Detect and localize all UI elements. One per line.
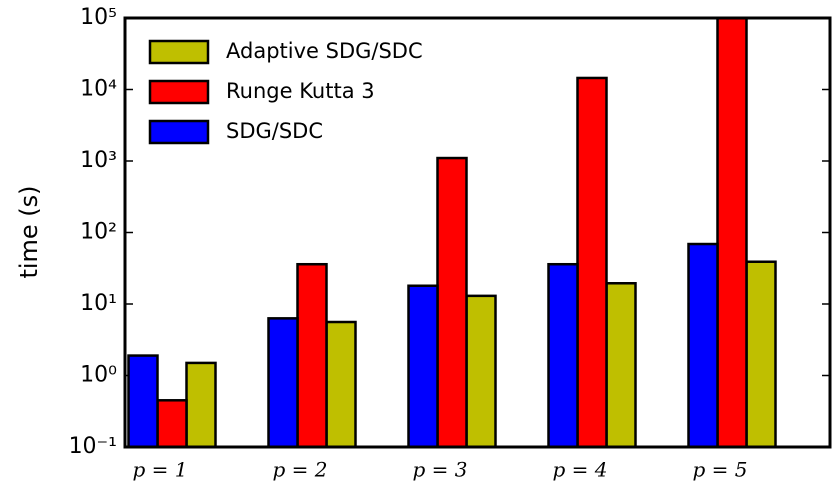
x-tick-label: p = 5 [693,458,748,482]
y-tick-label: 10² [80,220,117,245]
bar [576,76,608,449]
y-axis-label: time (s) [15,185,43,278]
y-tick-label: 10¹ [80,291,117,316]
bar [156,399,188,449]
x-tick-label: p = 3 [413,458,468,482]
bar [465,294,497,449]
plot-frame [123,16,832,449]
bar [687,242,719,449]
legend-label: Adaptive SDG/SDC [226,39,423,63]
bar [605,282,637,449]
bar [547,262,579,449]
y-tick-label: 10⁻¹ [69,434,117,459]
legend-label: SDG/SDC [226,119,323,143]
y-tick-label: 10⁵ [80,5,117,30]
bar [407,284,439,449]
y-tick-label: 10⁰ [80,363,117,388]
legend-swatch [148,79,210,105]
bar [185,361,217,449]
bar [716,16,748,449]
legend-swatch [148,119,210,145]
legend-label: Runge Kutta 3 [226,79,375,103]
legend-swatch [148,39,210,65]
bar [296,262,328,449]
x-tick-label: p = 4 [553,458,608,482]
bar [745,260,777,449]
bar [325,320,357,449]
bar [436,156,468,449]
x-tick-label: p = 1 [133,458,188,482]
x-tick-label: p = 2 [273,458,328,482]
y-tick-label: 10⁴ [80,77,117,102]
bar [267,317,299,449]
y-tick-label: 10³ [80,148,117,173]
bar [127,354,159,449]
